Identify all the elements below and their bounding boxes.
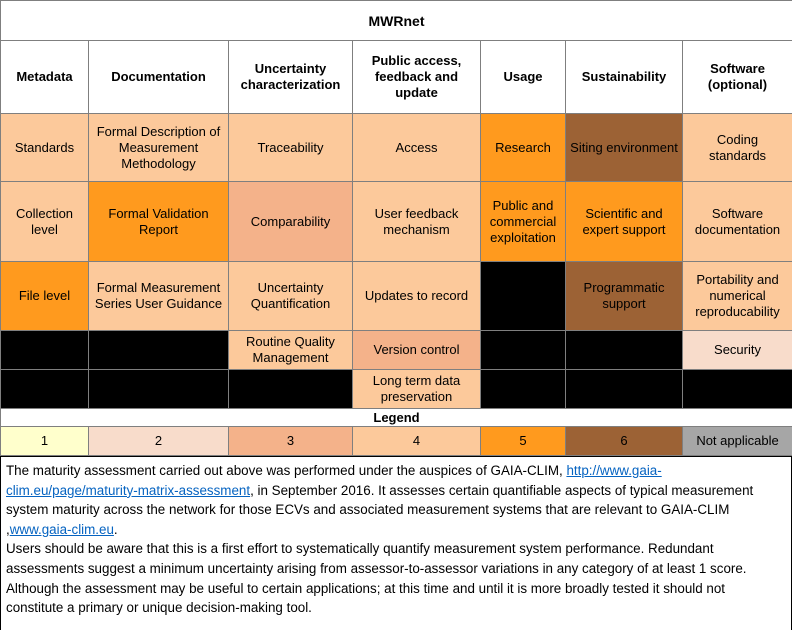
note-paragraph: Users should be aware that this is a fir… bbox=[6, 539, 786, 617]
maturity-table: MWRnet Metadata Documentation Uncertainty … bbox=[0, 0, 792, 456]
header-row: Metadata Documentation Uncertainty charact… bbox=[0, 40, 792, 114]
cell: Comparability bbox=[228, 181, 353, 262]
header-cell: Software (optional) bbox=[681, 40, 792, 114]
note-paragraph: The maturity assessment carried out abov… bbox=[6, 461, 786, 539]
cell: Collection level bbox=[0, 181, 89, 262]
cell: Portability and numerical reproducabilit… bbox=[681, 261, 792, 331]
cell: Standards bbox=[0, 113, 89, 182]
table-row: File level Formal Measurement Series User… bbox=[0, 261, 792, 331]
empty-cell bbox=[480, 330, 566, 370]
empty-cell bbox=[565, 330, 683, 370]
legend-row: 1 2 3 4 5 6 Not applicable bbox=[0, 426, 792, 456]
header-cell: Usage bbox=[480, 40, 566, 114]
legend-item: 4 bbox=[352, 426, 481, 456]
legend-item: 5 bbox=[480, 426, 566, 456]
table-title: MWRnet bbox=[0, 0, 792, 41]
table-row: Routine Quality Management Version contro… bbox=[0, 330, 792, 370]
empty-cell bbox=[565, 369, 683, 409]
note: The maturity assessment carried out abov… bbox=[0, 456, 792, 630]
empty-cell bbox=[0, 369, 89, 409]
cell: Siting environment bbox=[565, 113, 683, 182]
cell: Public and commercial exploitation bbox=[480, 181, 566, 262]
empty-cell bbox=[88, 330, 229, 370]
empty-cell bbox=[0, 330, 89, 370]
table-row: Long term data preservation bbox=[0, 369, 792, 409]
cell: Scientific and expert support bbox=[565, 181, 683, 262]
header-cell: Documentation bbox=[88, 40, 229, 114]
cell: Access bbox=[352, 113, 481, 182]
cell: Routine Quality Management bbox=[228, 330, 353, 370]
legend-title-row: Legend bbox=[0, 408, 792, 427]
header-cell: Uncertainty characterization bbox=[228, 40, 353, 114]
legend-item: 2 bbox=[88, 426, 229, 456]
legend-item: 6 bbox=[565, 426, 683, 456]
cell: Programmatic support bbox=[565, 261, 683, 331]
empty-cell bbox=[681, 369, 792, 409]
cell: Updates to record bbox=[352, 261, 481, 331]
header-cell: Public access, feedback and update bbox=[352, 40, 481, 114]
empty-cell bbox=[480, 369, 566, 409]
table-row: Collection level Formal Validation Report… bbox=[0, 181, 792, 262]
header-cell: Sustainability bbox=[565, 40, 683, 114]
empty-cell bbox=[88, 369, 229, 409]
cell: Research bbox=[480, 113, 566, 182]
table-body: MWRnet Metadata Documentation Uncertainty … bbox=[0, 0, 792, 456]
note-text: Users should be aware that this is a fir… bbox=[6, 541, 747, 616]
cell: Uncertainty Quantification bbox=[228, 261, 353, 331]
cell: Formal Description of Measurement Method… bbox=[88, 113, 229, 182]
cell: Version control bbox=[352, 330, 481, 370]
empty-cell bbox=[480, 261, 566, 331]
cell: Long term data preservation bbox=[352, 369, 481, 409]
legend-item: Not applicable bbox=[681, 426, 792, 456]
note-text: , in September 2016. It assesses certain… bbox=[6, 482, 754, 537]
cell: Software documentation bbox=[681, 181, 792, 262]
legend-title: Legend bbox=[0, 408, 792, 427]
header-cell: Metadata bbox=[0, 40, 89, 114]
legend-item: 1 bbox=[0, 426, 89, 456]
note-link[interactable]: http://www.gaia-clim.eu/page/maturity-ma… bbox=[6, 463, 662, 498]
cell: File level bbox=[0, 261, 89, 331]
note-text: The maturity assessment carried out abov… bbox=[6, 463, 567, 478]
note-link[interactable]: www.gaia-clim.eu bbox=[9, 521, 114, 537]
cell: Security bbox=[681, 330, 792, 370]
note-text: . bbox=[113, 521, 118, 537]
table-row: Standards Formal Description of Measureme… bbox=[0, 113, 792, 182]
empty-cell bbox=[228, 369, 353, 409]
cell: Formal Validation Report bbox=[88, 181, 229, 262]
legend-item: 3 bbox=[228, 426, 353, 456]
cell: Coding standards bbox=[681, 113, 792, 182]
cell: Traceability bbox=[228, 113, 353, 182]
cell: User feedback mechanism bbox=[352, 181, 481, 262]
cell: Formal Measurement Series User Guidance bbox=[88, 261, 229, 331]
